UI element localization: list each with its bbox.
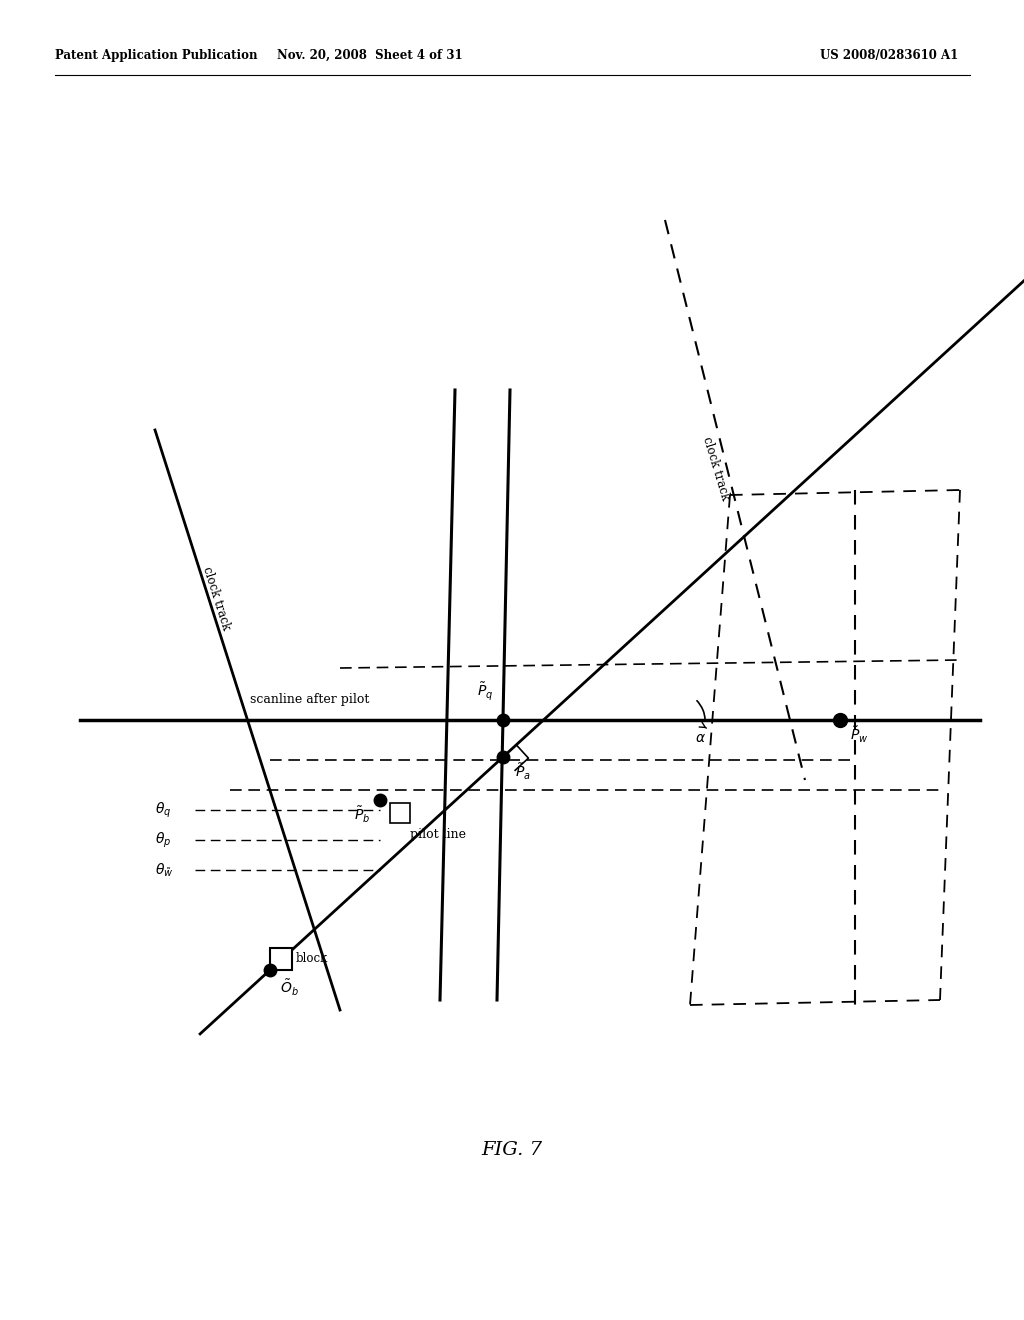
Text: Patent Application Publication: Patent Application Publication (55, 49, 257, 62)
Text: scanline after pilot: scanline after pilot (250, 693, 370, 706)
Bar (390, 803, 410, 822)
Bar (270, 948, 292, 970)
Text: clock track: clock track (700, 434, 732, 502)
Text: $\alpha$: $\alpha$ (695, 731, 706, 744)
Text: $\tilde{P}_a$: $\tilde{P}_a$ (515, 762, 530, 781)
Text: $\tilde{P}_q$: $\tilde{P}_q$ (476, 680, 493, 702)
Text: Nov. 20, 2008  Sheet 4 of 31: Nov. 20, 2008 Sheet 4 of 31 (278, 49, 463, 62)
Text: US 2008/0283610 A1: US 2008/0283610 A1 (820, 49, 958, 62)
Text: $\theta_{\tilde{w}}$: $\theta_{\tilde{w}}$ (155, 862, 173, 879)
Text: $\theta_p$: $\theta_p$ (155, 830, 171, 850)
Text: $\theta_q$: $\theta_q$ (155, 800, 171, 820)
Text: $\tilde{O}_b$: $\tilde{O}_b$ (280, 978, 299, 998)
Text: FIG. 7: FIG. 7 (481, 1140, 543, 1159)
Text: $\tilde{P}_b$: $\tilde{P}_b$ (353, 805, 370, 825)
Text: block: block (296, 953, 329, 965)
Text: $\tilde{P}_w$: $\tilde{P}_w$ (850, 725, 868, 744)
Text: pilot line: pilot line (410, 828, 466, 841)
Text: clock track: clock track (200, 565, 232, 631)
